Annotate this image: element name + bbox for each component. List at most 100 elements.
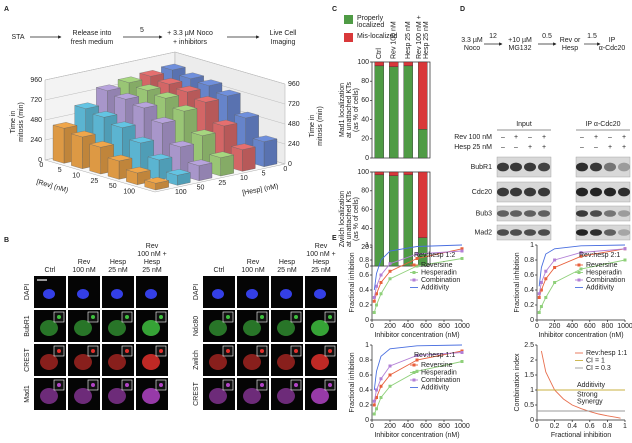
bar-segment [403,174,413,267]
y-tick-label: 0 [365,155,369,162]
z-tick-label: 480 [30,117,42,124]
x-tick-label: 0 [535,323,539,330]
bar-top [139,70,164,77]
legend-marker [412,371,416,374]
flow-step: Release into [73,30,112,37]
inset-signal [294,349,298,353]
cell-signal [280,289,292,299]
data-point [544,269,548,273]
band [604,187,616,197]
band [590,187,602,197]
inset-signal [260,315,264,319]
x-tick-label: 200 [384,323,396,330]
data-point [375,292,378,296]
bar-top [231,143,256,150]
column-header: Rev [146,243,159,250]
blot-label: BubR1 [471,164,493,171]
hesp-tick-label: 100 [175,189,187,196]
flow-time: 12 [489,33,497,40]
cell-signal [314,289,326,299]
legend-marker [412,363,416,367]
panel-label: D [460,6,465,13]
y-tick-label: 0.4 [359,287,369,294]
band [497,229,509,236]
legend-entry: Rev:hesp 1:1 [586,350,627,357]
inset-signal [328,315,332,319]
cell-signal [108,388,126,404]
band [604,210,616,217]
data-point [579,254,583,258]
rev-tick-label: 100 [123,189,135,196]
legend-marker [412,271,416,274]
cell-signal [43,289,55,299]
flow-step: fresh medium [71,39,114,46]
bar-top [111,121,136,128]
cell-signal [145,289,157,299]
inset-signal [328,383,332,387]
legend-swatch [344,33,353,42]
x-tick-label: 0.8 [603,423,613,430]
bar-top [89,141,114,148]
data-point [460,257,464,260]
flow-step: α-Cdc20 [599,45,626,52]
x-tick-label: 0 [535,423,539,430]
legend-marker [412,378,416,382]
cell-signal [142,320,160,336]
cell-signal [209,320,227,336]
bar-top [107,154,133,162]
data-point [372,296,376,299]
bar-top [216,89,241,97]
bar-segment [403,171,413,176]
cell-signal [108,320,126,336]
data-point [379,384,383,388]
plot-frame [371,61,431,159]
legend-marker [577,271,581,274]
z-axis-label: mitosis (min) [18,102,25,142]
column-header: Hesp [144,259,160,266]
cell-signal [40,320,58,336]
data-point [539,281,543,284]
panel-label: E [332,235,337,242]
cell-signal [40,388,58,404]
band [618,210,630,217]
y-tick-label: 20 [361,244,369,251]
band [510,187,522,197]
band [538,187,550,197]
y-axis-label: (as % of cells) [353,88,360,132]
bar-segment [418,61,428,130]
series-line [373,250,463,298]
data-point [372,311,376,314]
y-tick-label: 2.5 [524,342,534,349]
data-point [375,407,378,411]
data-point [375,396,378,399]
category-label: Rev 100 nM + [416,15,423,59]
band [538,162,550,172]
legend-entry: CI = 1 [586,357,605,364]
data-point [388,277,392,281]
y-tick-label: 1 [530,242,534,249]
bar-top [117,76,143,83]
x-axis-label: Fractional inhibition [551,432,611,439]
z-axis-label: Time in [309,115,316,138]
y-axis-label: at unattached KTs [346,190,353,247]
bar-top [209,151,234,158]
legend-entry: Mis-localized [357,33,398,40]
band [590,229,602,236]
y-tick-label: 0 [365,417,369,424]
legend-entry: Hesperadin [421,269,457,276]
legend-marker [577,263,581,267]
bar-side [242,146,256,172]
z-tick-label: 240 [288,141,300,148]
data-point [372,399,376,403]
column-header: Rev [78,259,91,266]
condition-sign: + [594,134,598,141]
y-tick-label: 0.8 [524,257,534,264]
bar-segment [389,61,399,68]
inset-signal [226,349,230,353]
cell-signal [142,388,160,404]
rev-tick-label: 5 [58,167,62,174]
bar-top [96,84,121,91]
row-label: CREST [24,347,31,371]
bar-side [52,124,65,164]
band [524,229,536,236]
